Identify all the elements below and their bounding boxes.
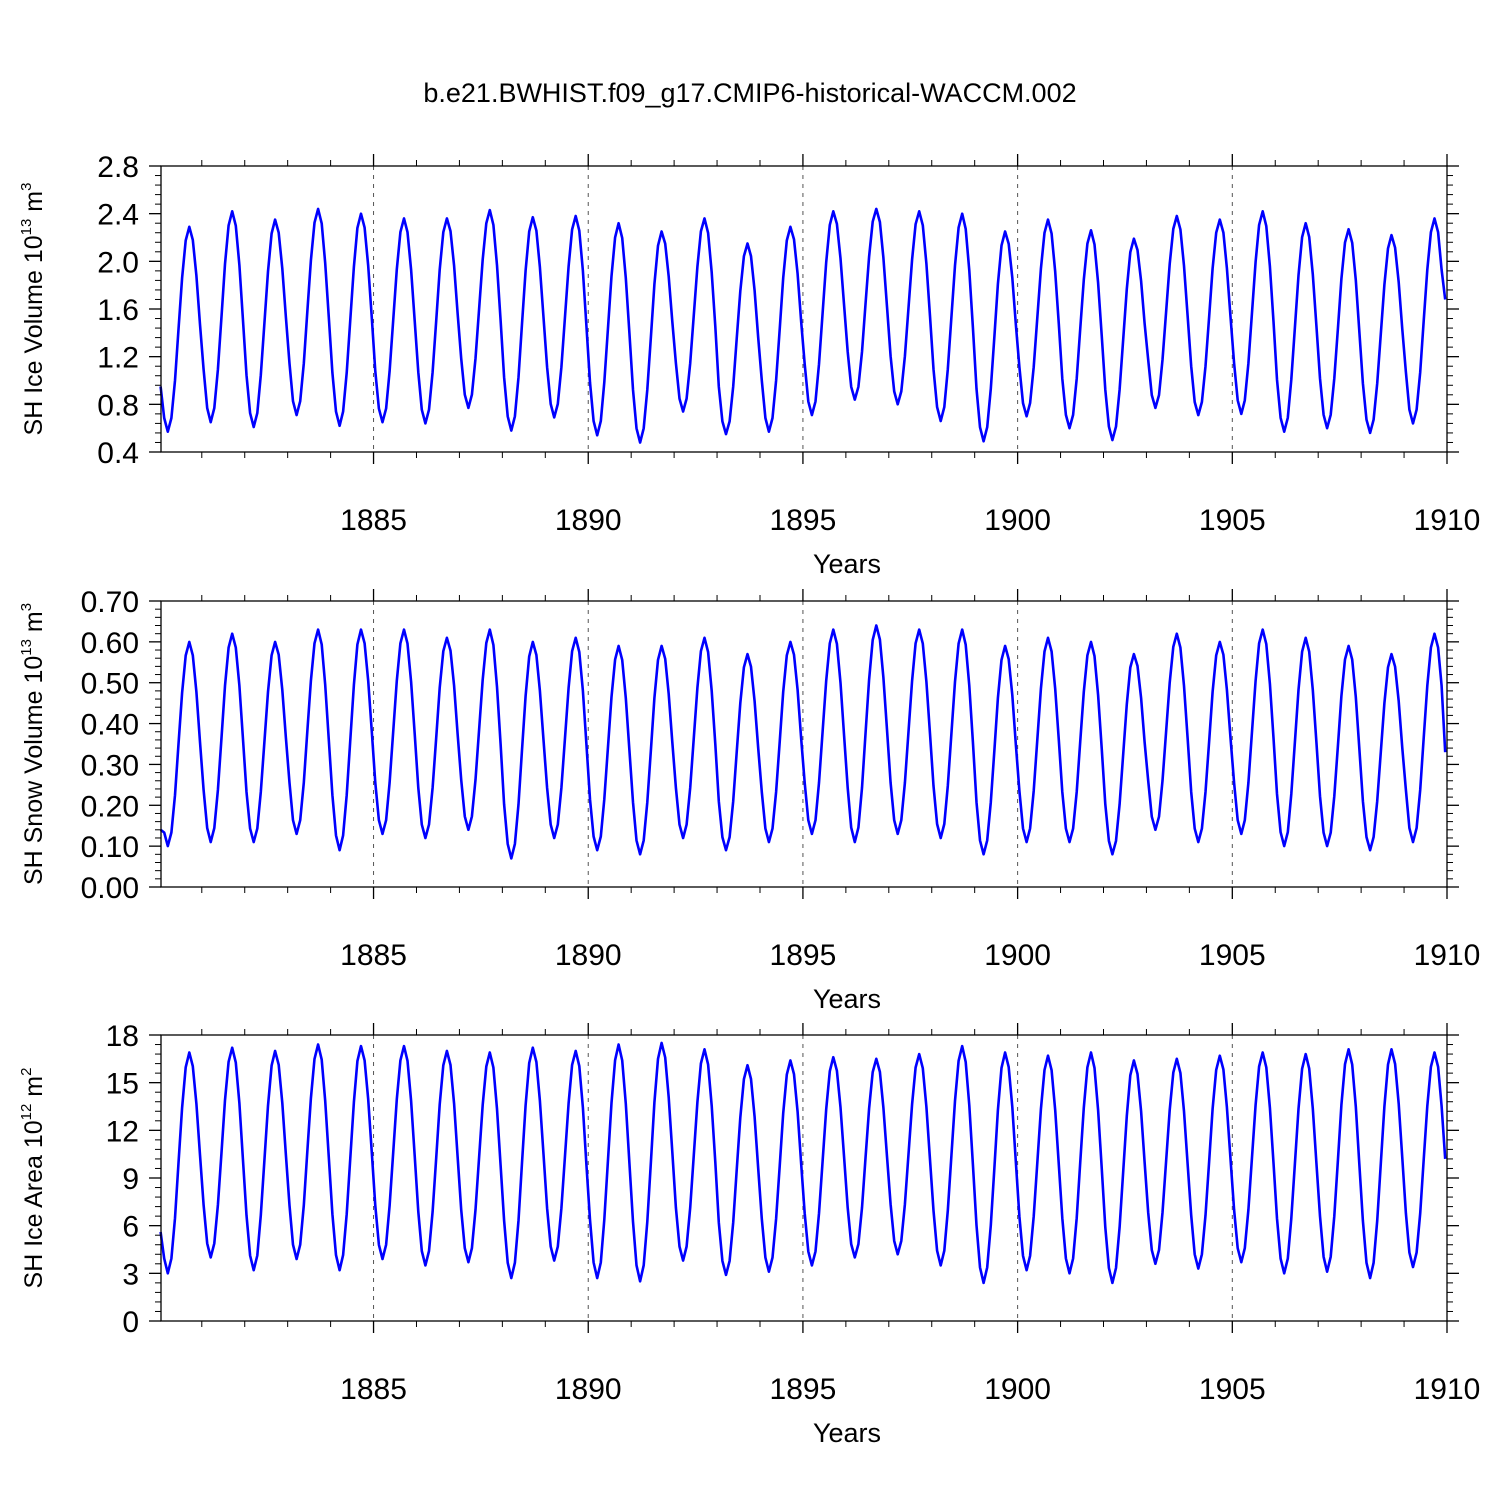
ylabel-main-snow-volume: SH Snow Volume 10 [20, 656, 48, 885]
x-axis-title-snow-volume: Years [813, 984, 881, 1014]
y-tick-label: 18 [106, 1020, 139, 1053]
x-tick-label: 1900 [984, 1373, 1051, 1406]
y-tick-label: 0.40 [81, 709, 139, 742]
x-tick-label: 1890 [555, 504, 622, 537]
ticks-ice-area: 0 3 6 9 12 15 18 1885 1890 1895 1900 1905 1910 [106, 1020, 1481, 1406]
ylabel-unit-exp-ice-area: 2 [18, 1068, 35, 1076]
x-tick-label: 1885 [340, 939, 407, 972]
y-tick-label: 0.8 [97, 389, 139, 422]
ticks-snow-volume: 0.00 0.10 0.20 0.30 0.40 0.50 0.60 0.70 1885 1890… [81, 586, 1481, 972]
y-axis-title-snow-volume: SH Snow Volume 1013 m3 [18, 603, 48, 885]
y-tick-label: 0.60 [81, 627, 139, 660]
y-tick-label: 0.50 [81, 668, 139, 701]
y-tick-label: 0.00 [81, 872, 139, 905]
series-line-snow-volume [159, 624, 1447, 860]
panel-grid-ice-area [373, 1035, 1233, 1321]
y-tick-label: 1.2 [97, 342, 139, 375]
y-axis-title-ice-area: SH Ice Area 1012 m2 [18, 1068, 48, 1289]
panel-ice-volume: 0.4 0.8 1.2 1.6 2.0 2.4 2.8 1885 1890 1895 1900 190… [18, 151, 1480, 579]
y-tick-label: 0.70 [81, 586, 139, 619]
x-tick-label: 1900 [984, 504, 1051, 537]
x-tick-label: 1885 [340, 1373, 407, 1406]
panel-ice-area: 0 3 6 9 12 15 18 1885 1890 1895 1900 1905 1910 Years… [18, 1020, 1480, 1448]
plot-frame-snow-volume [160, 600, 1448, 888]
ylabel-main-ice-area: SH Ice Area 10 [20, 1120, 48, 1288]
y-tick-label: 0.30 [81, 749, 139, 782]
x-tick-label: 1895 [770, 504, 837, 537]
y-tick-label: 15 [106, 1068, 139, 1101]
x-tick-label: 1885 [340, 504, 407, 537]
x-axis-title-ice-volume: Years [813, 549, 881, 579]
y-tick-label: 9 [122, 1163, 139, 1196]
y-axis-title-ice-volume: SH Ice Volume 1013 m3 [18, 183, 48, 436]
y-tick-label: 0 [122, 1306, 139, 1339]
x-tick-label: 1905 [1199, 1373, 1266, 1406]
ylabel-unit-ice-volume: m [20, 191, 48, 219]
ylabel-unit-exp-ice-volume: 3 [18, 183, 35, 191]
x-tick-label: 1900 [984, 939, 1051, 972]
ylabel-unit-exp-snow-volume: 3 [18, 603, 35, 611]
x-tick-label: 1910 [1414, 504, 1481, 537]
panel-grid-ice-volume [373, 166, 1233, 452]
ticks-ice-volume: 0.4 0.8 1.2 1.6 2.0 2.4 2.8 1885 1890 1895 1900 190… [97, 151, 1480, 537]
x-tick-label: 1895 [770, 1373, 837, 1406]
x-tick-label: 1890 [555, 1373, 622, 1406]
ylabel-exp-ice-volume: 13 [18, 219, 35, 236]
y-tick-label: 0.4 [97, 437, 139, 470]
x-tick-label: 1905 [1199, 939, 1266, 972]
series-line-ice-volume [159, 207, 1447, 444]
x-tick-label: 1905 [1199, 504, 1266, 537]
y-tick-label: 0.10 [81, 831, 139, 864]
x-tick-label: 1910 [1414, 1373, 1481, 1406]
y-tick-label: 2.8 [97, 151, 139, 184]
ylabel-exp-ice-area: 12 [18, 1104, 35, 1121]
ylabel-unit-snow-volume: m [20, 611, 48, 639]
ylabel-main-ice-volume: SH Ice Volume 10 [20, 235, 48, 435]
y-tick-label: 3 [122, 1258, 139, 1291]
ylabel-exp-snow-volume: 13 [18, 639, 35, 656]
series-line-ice-area [159, 1041, 1447, 1285]
x-tick-label: 1890 [555, 939, 622, 972]
x-tick-label: 1895 [770, 939, 837, 972]
y-tick-label: 0.20 [81, 790, 139, 823]
x-axis-title-ice-area: Years [813, 1418, 881, 1448]
x-tick-label: 1910 [1414, 939, 1481, 972]
y-tick-label: 6 [122, 1211, 139, 1244]
panel-grid-snow-volume [373, 601, 1233, 887]
y-tick-label: 2.4 [97, 199, 139, 232]
figure-title: b.e21.BWHIST.f09_g17.CMIP6-historical-WA… [423, 78, 1076, 108]
ylabel-unit-ice-area: m [20, 1076, 48, 1104]
y-tick-label: 2.0 [97, 246, 139, 279]
panel-snow-volume: 0.00 0.10 0.20 0.30 0.40 0.50 0.60 0.70 1885 1890… [18, 586, 1480, 1014]
y-tick-label: 1.6 [97, 294, 139, 327]
y-tick-label: 12 [106, 1115, 139, 1148]
